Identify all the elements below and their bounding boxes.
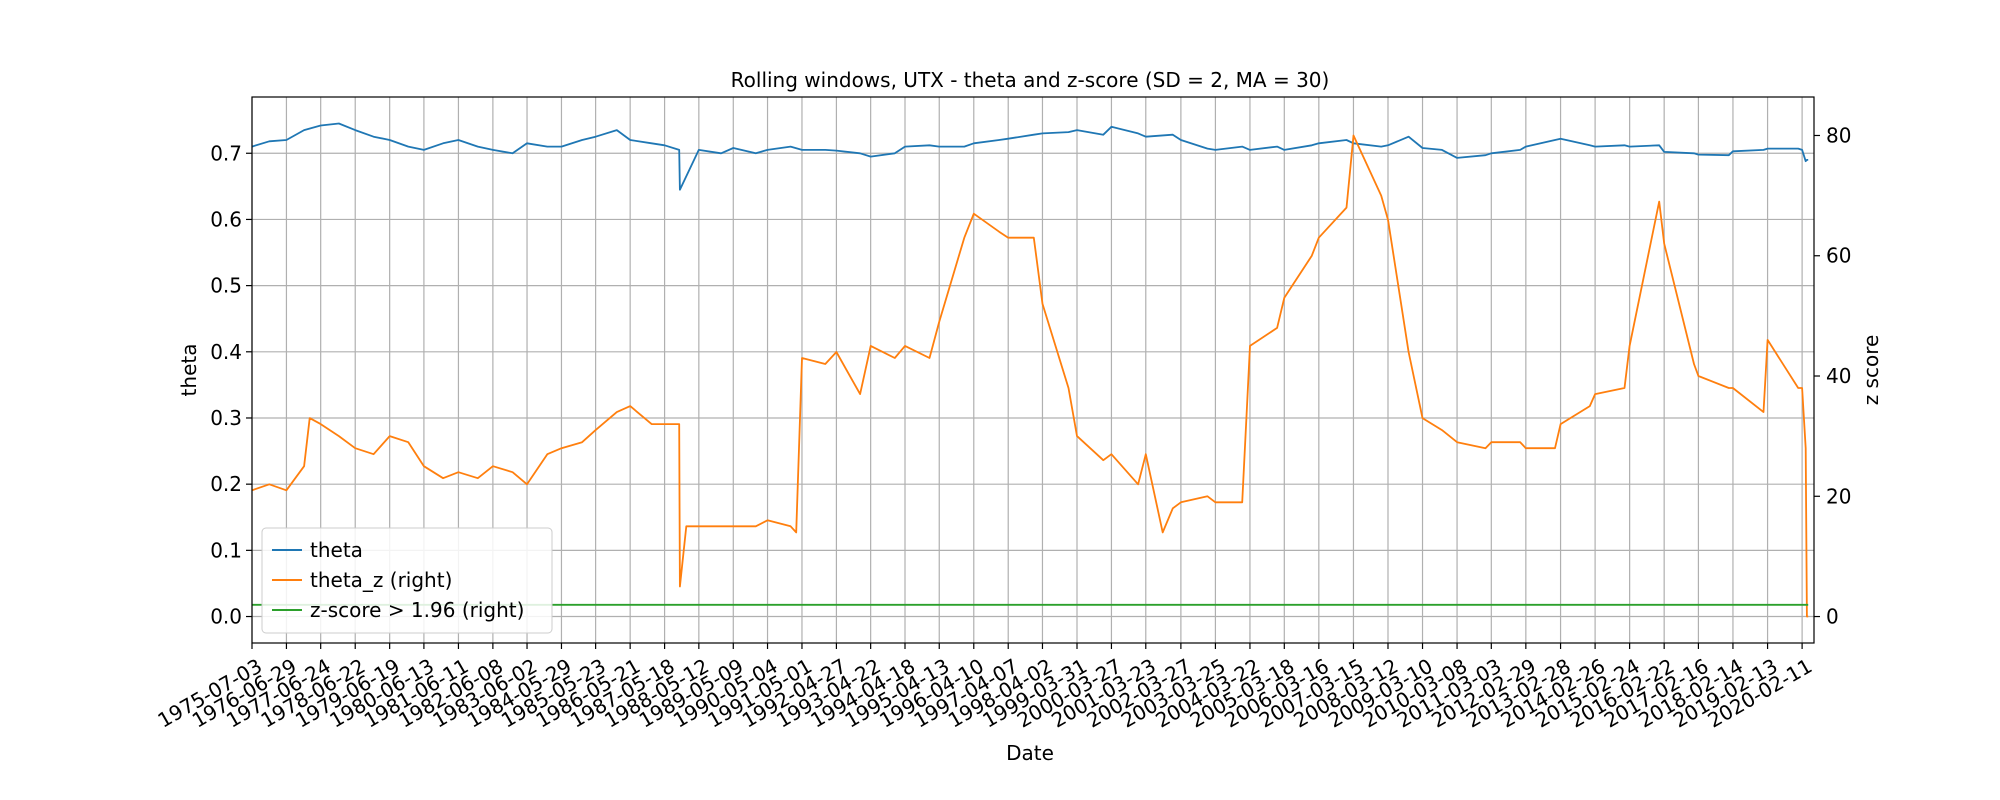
y-tick-label: 0.0: [210, 605, 242, 629]
legend: theta theta_z (right) z-score > 1.96 (righ…: [261, 527, 553, 634]
y-right-tick-label: 40: [1826, 364, 1851, 388]
y-tick-label: 0.6: [210, 207, 242, 231]
legend-label: z-score > 1.96 (right): [310, 598, 524, 622]
legend-box: [261, 527, 553, 634]
left-axis: 0.0 0.1 0.2 0.3 0.4 0.5 0.6 0.7: [210, 141, 252, 629]
y-right-tick-label: 20: [1826, 484, 1851, 508]
y-tick-label: 0.1: [210, 538, 242, 562]
grid-lines: [251, 97, 1814, 643]
y-axis-label-right: z score: [1859, 335, 1883, 406]
y-tick-label: 0.3: [210, 406, 242, 430]
y-tick-label: 0.2: [210, 472, 242, 496]
x-axis: 1975-07-031976-06-291977-06-241978-06-22…: [153, 643, 1816, 733]
y-right-tick-label: 80: [1826, 123, 1851, 147]
series-line-theta-z-right: [251, 134, 1809, 618]
plot-frame: [251, 96, 1815, 644]
y-tick-label: 0.7: [210, 141, 242, 165]
y-right-tick-label: 60: [1826, 244, 1851, 268]
y-right-tick-label: 0: [1826, 605, 1839, 629]
right-axis: 0 20 40 60 80: [1814, 123, 1851, 629]
y-axis-label-left: theta: [177, 344, 201, 397]
series-line-theta: [251, 122, 1809, 191]
y-tick-label: 0.5: [210, 274, 242, 298]
y-tick-label: 0.4: [210, 340, 242, 364]
x-axis-label: Date: [1006, 741, 1054, 765]
legend-label: theta: [310, 538, 363, 562]
chart-title: Rolling windows, UTX - theta and z-score…: [731, 68, 1330, 92]
legend-label: theta_z (right): [310, 568, 452, 592]
